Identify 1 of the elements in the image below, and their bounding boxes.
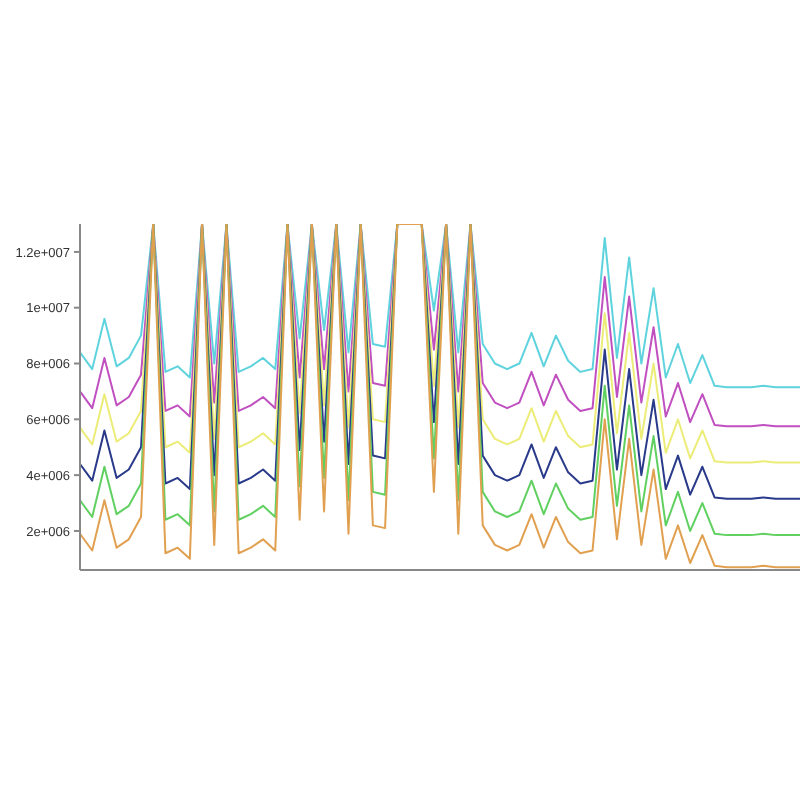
line-series: [79, 224, 800, 389]
